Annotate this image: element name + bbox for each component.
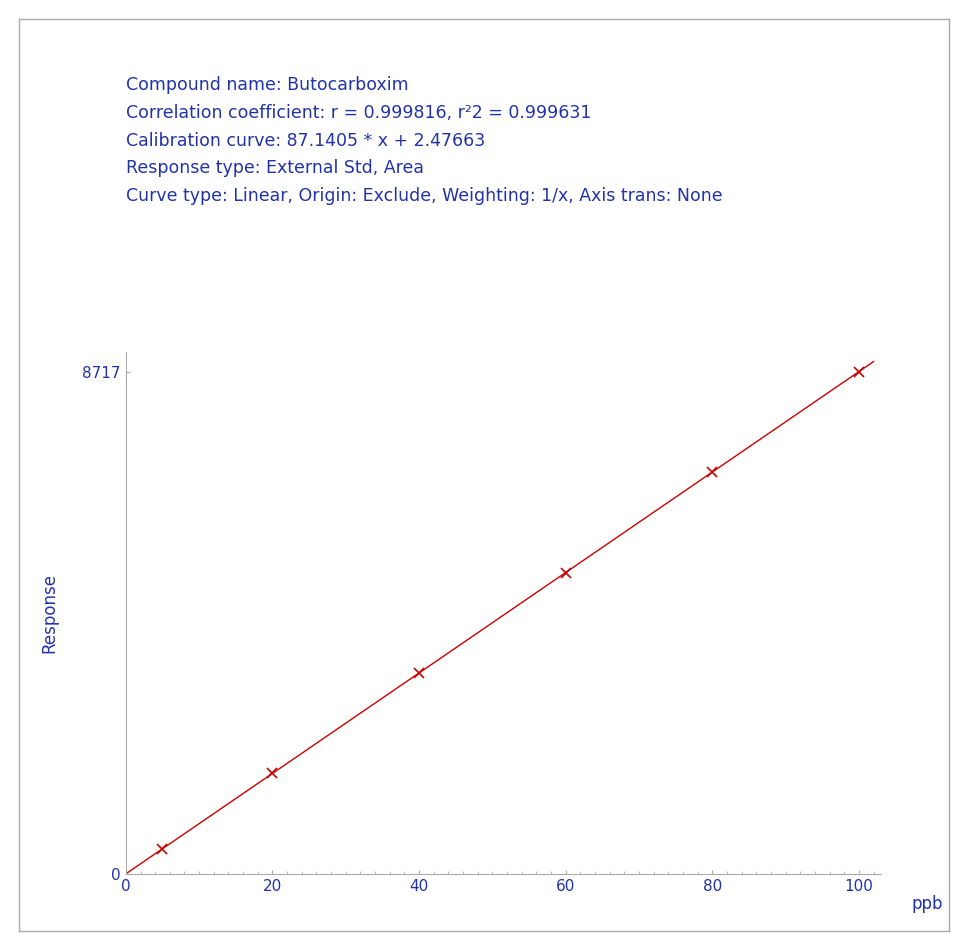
Text: Response: Response	[40, 573, 58, 653]
Text: ppb: ppb	[911, 895, 943, 913]
Text: Compound name: Butocarboxim
Correlation coefficient: r = 0.999816, r²2 = 0.99963: Compound name: Butocarboxim Correlation …	[126, 76, 722, 205]
